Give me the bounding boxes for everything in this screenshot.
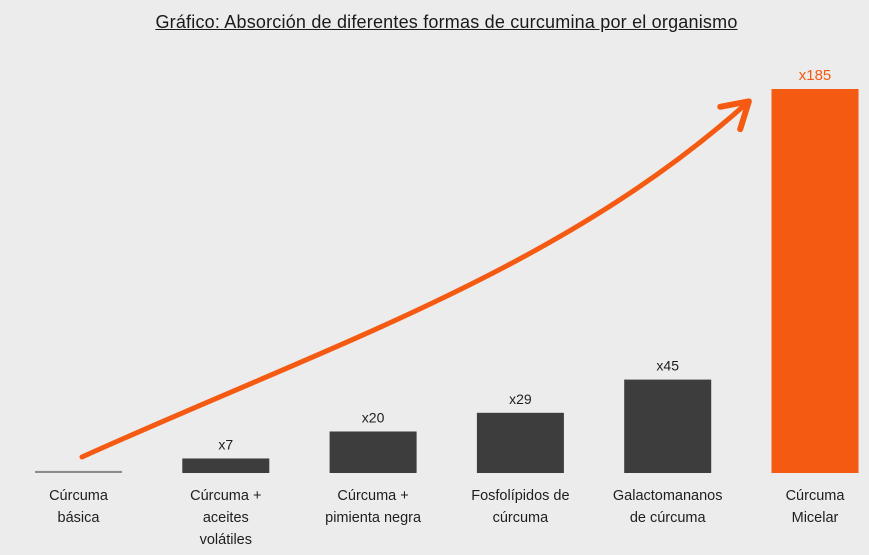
value-label-1: x7	[218, 436, 233, 452]
category-label-5: Cúrcuma Micelar	[786, 488, 846, 526]
value-label-4: x45	[656, 358, 679, 374]
category-label-line: pimienta negra	[325, 510, 422, 526]
value-label-5: x185	[799, 67, 832, 84]
category-label-2: Cúrcuma + pimienta negra	[325, 488, 422, 526]
category-label-3: Fosfolípidos de cúrcuma	[471, 488, 569, 526]
chart-title: Gráfico: Absorción de diferentes formas …	[155, 12, 738, 32]
category-label-4: Galactomananos de cúrcuma	[613, 488, 723, 526]
category-label-line: Fosfolípidos de	[471, 488, 569, 504]
category-label-line: de cúrcuma	[630, 510, 707, 526]
category-label-line: aceites	[203, 510, 249, 526]
bar-1	[182, 458, 270, 473]
value-label-3: x29	[509, 391, 532, 407]
category-label-line: Galactomananos	[613, 488, 723, 504]
value-label-2: x20	[362, 409, 385, 425]
category-label-1: Cúrcuma + aceites volátiles	[190, 488, 261, 548]
category-label-line: Micelar	[792, 510, 839, 526]
bar-0	[35, 470, 122, 473]
bar-3	[476, 412, 564, 473]
trend-arrow	[79, 98, 752, 460]
category-label-line: volátiles	[200, 532, 252, 548]
bar-4	[624, 379, 712, 473]
bar-5	[771, 89, 859, 473]
category-label-line: Cúrcuma +	[190, 488, 261, 504]
bar-2	[329, 431, 417, 473]
category-label-line: básica	[58, 510, 101, 526]
category-label-0: Cúrcuma básica	[49, 488, 109, 526]
category-label-line: cúrcuma	[493, 510, 550, 526]
category-label-line: Cúrcuma	[786, 488, 846, 504]
category-label-line: Cúrcuma	[49, 488, 109, 504]
category-label-line: Cúrcuma +	[337, 488, 408, 504]
